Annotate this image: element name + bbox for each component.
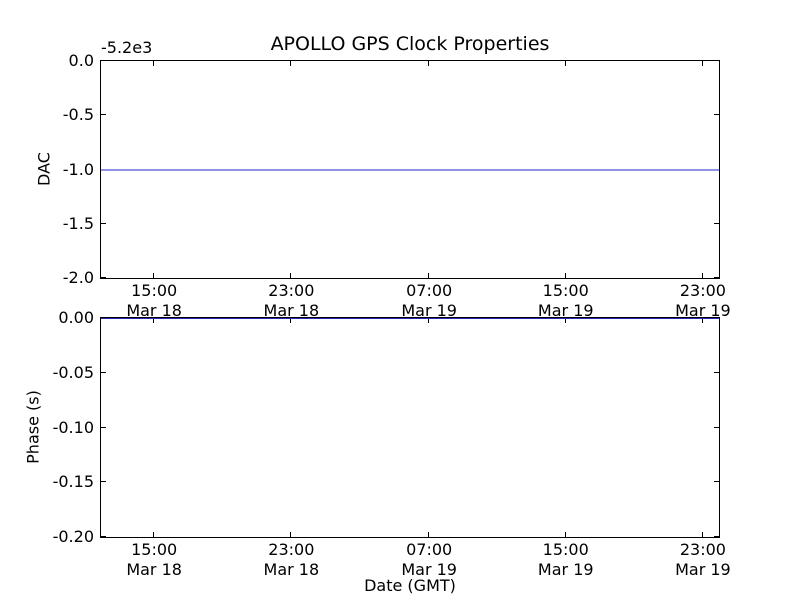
- x-tick-mark: [428, 61, 430, 66]
- x-tick-label: 23:00 Mar 19: [675, 281, 731, 321]
- x-tick-mark: [428, 532, 430, 537]
- x-tick-mark: [290, 532, 292, 537]
- x-tick-time: 23:00: [268, 540, 315, 559]
- x-tick-label: 15:00 Mar 19: [538, 540, 594, 580]
- y-tick-mark: [714, 222, 719, 224]
- y-tick-mark: [714, 371, 719, 373]
- x-tick-mark: [290, 273, 292, 278]
- data-line-phase: [101, 318, 719, 319]
- x-tick-time: 23:00: [268, 281, 315, 300]
- x-tick-mark: [153, 273, 155, 278]
- x-tick-mark: [701, 532, 703, 537]
- x-tick-date: Mar 19: [401, 560, 457, 579]
- dac-subplot: 15:00 Mar 18 23:00 Mar 18 07:00 Mar 19 15:00 Ma…: [63, 52, 731, 321]
- y-tick-label: -2.0: [62, 268, 94, 287]
- x-tick-mark: [564, 532, 566, 537]
- x-tick-date: Mar 18: [126, 560, 182, 579]
- y-axis-label-phase: Phase (s): [23, 390, 43, 464]
- x-tick-date: Mar 19: [537, 301, 594, 320]
- y-tick-label: -1.0: [62, 159, 94, 179]
- y-tick-label: -0.15: [52, 472, 94, 492]
- y-tick-mark: [101, 222, 106, 224]
- y-tick-mark: [714, 536, 719, 537]
- x-tick-time: 23:00: [679, 540, 726, 559]
- x-tick-date: Mar 19: [675, 560, 731, 579]
- y-tick-label: -1.5: [62, 213, 94, 233]
- y-axis-label-dac: DAC: [34, 152, 54, 186]
- x-tick-label: 15:00 Mar 19: [538, 281, 594, 321]
- x-tick-time: 07:00: [406, 281, 453, 300]
- x-tick-date: Mar 18: [263, 301, 320, 320]
- y-tick-mark: [101, 277, 106, 278]
- x-tick-date: Mar 19: [401, 301, 457, 320]
- y-tick-mark: [714, 277, 719, 278]
- x-tick-mark: [290, 318, 292, 323]
- x-tick-mark: [428, 318, 430, 323]
- y-tick-mark: [101, 481, 106, 483]
- x-tick-time: 15:00: [131, 540, 178, 559]
- x-tick-time: 15:00: [542, 540, 589, 559]
- x-tick-mark: [153, 532, 155, 537]
- y-tick-mark: [101, 536, 106, 537]
- x-tick-mark: [428, 273, 430, 278]
- x-tick-date: Mar 18: [126, 301, 182, 320]
- x-tick-date: Mar 18: [263, 560, 320, 579]
- y-tick-mark: [101, 371, 106, 373]
- x-tick-mark: [701, 273, 703, 278]
- x-tick-mark: [153, 318, 155, 323]
- y-tick-label: -0.10: [52, 417, 94, 437]
- phase-plot-area: [101, 318, 719, 537]
- x-tick-time: 23:00: [679, 281, 726, 300]
- x-tick-date: Mar 19: [675, 301, 731, 320]
- x-tick-mark: [701, 318, 703, 323]
- y-tick-label: 0.00: [58, 308, 94, 327]
- x-tick-mark: [153, 61, 155, 66]
- y-axis-offset-text: -5.2e3: [101, 38, 153, 57]
- x-tick-mark: [564, 273, 566, 278]
- y-tick-mark: [101, 426, 106, 428]
- x-tick-time: 07:00: [406, 540, 453, 559]
- y-tick-mark: [101, 114, 106, 116]
- y-tick-label: 0.0: [68, 51, 94, 70]
- data-line-dac: [101, 168, 719, 171]
- y-tick-label: -0.05: [52, 362, 94, 382]
- x-tick-label: 15:00 Mar 18: [126, 281, 182, 321]
- x-tick-mark: [564, 318, 566, 323]
- y-tick-label: -0.5: [62, 105, 94, 125]
- chart-title: APOLLO GPS Clock Properties: [270, 33, 550, 55]
- y-tick-mark: [714, 426, 719, 428]
- y-tick-mark: [714, 114, 719, 116]
- dac-plot-area: [101, 61, 719, 278]
- x-axis-label: Date (GMT): [364, 576, 456, 595]
- x-tick-label: 23:00 Mar 19: [675, 540, 731, 580]
- y-tick-mark: [714, 481, 719, 483]
- x-tick-mark: [701, 61, 703, 66]
- x-tick-date: Mar 19: [537, 560, 594, 579]
- x-tick-label: 07:00 Mar 19: [401, 540, 457, 580]
- x-tick-label: 23:00 Mar 18: [264, 540, 320, 580]
- x-tick-time: 15:00: [542, 281, 589, 300]
- x-tick-label: 07:00 Mar 19: [401, 281, 457, 321]
- x-tick-label: 23:00 Mar 18: [264, 281, 320, 321]
- phase-subplot: 15:00 Mar 18 23:00 Mar 18 07:00 Mar 19 15:00 Ma…: [53, 309, 731, 580]
- x-tick-mark: [290, 61, 292, 66]
- y-tick-label: -0.20: [52, 527, 94, 546]
- x-tick-mark: [564, 61, 566, 66]
- x-tick-time: 15:00: [131, 281, 178, 300]
- x-tick-label: 15:00 Mar 18: [126, 540, 182, 580]
